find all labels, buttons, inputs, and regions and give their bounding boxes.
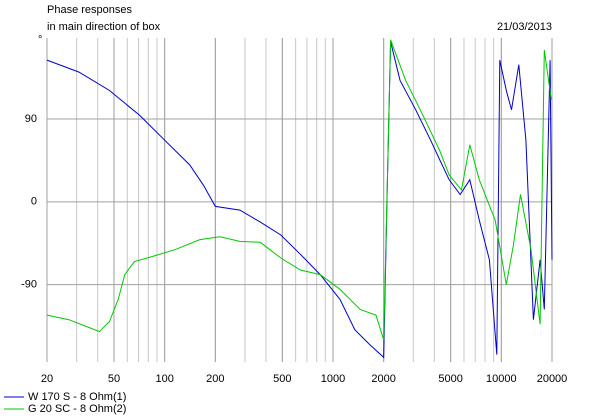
- legend-label: G 20 SC - 8 Ohm(2): [28, 403, 126, 415]
- x-tick-label: 100: [155, 373, 173, 385]
- y-tick-label: -90: [21, 279, 37, 291]
- x-tick-label: 10000: [486, 373, 517, 385]
- x-tick-label: 500: [273, 373, 291, 385]
- x-tick-label: 20: [41, 373, 53, 385]
- legend-label: W 170 S - 8 Ohm(1): [28, 391, 126, 403]
- x-tick-label: 5000: [438, 373, 462, 385]
- series-line: [46, 39, 552, 341]
- chart-subtitle: in main direction of box: [47, 21, 161, 33]
- y-unit: °: [38, 34, 42, 46]
- x-tick-label: 1000: [321, 373, 345, 385]
- series-line: [46, 41, 553, 359]
- chart-title: Phase responses: [47, 4, 132, 16]
- plot-area: [47, 38, 552, 362]
- x-tick-label: 20000: [537, 373, 568, 385]
- y-tick-label: 90: [25, 113, 37, 125]
- x-tick-label: 200: [206, 373, 224, 385]
- y-tick-label: 0: [31, 196, 37, 208]
- x-tick-label: 2000: [371, 373, 395, 385]
- x-tick-label: 50: [108, 373, 120, 385]
- chart-date: 21/03/2013: [497, 21, 552, 33]
